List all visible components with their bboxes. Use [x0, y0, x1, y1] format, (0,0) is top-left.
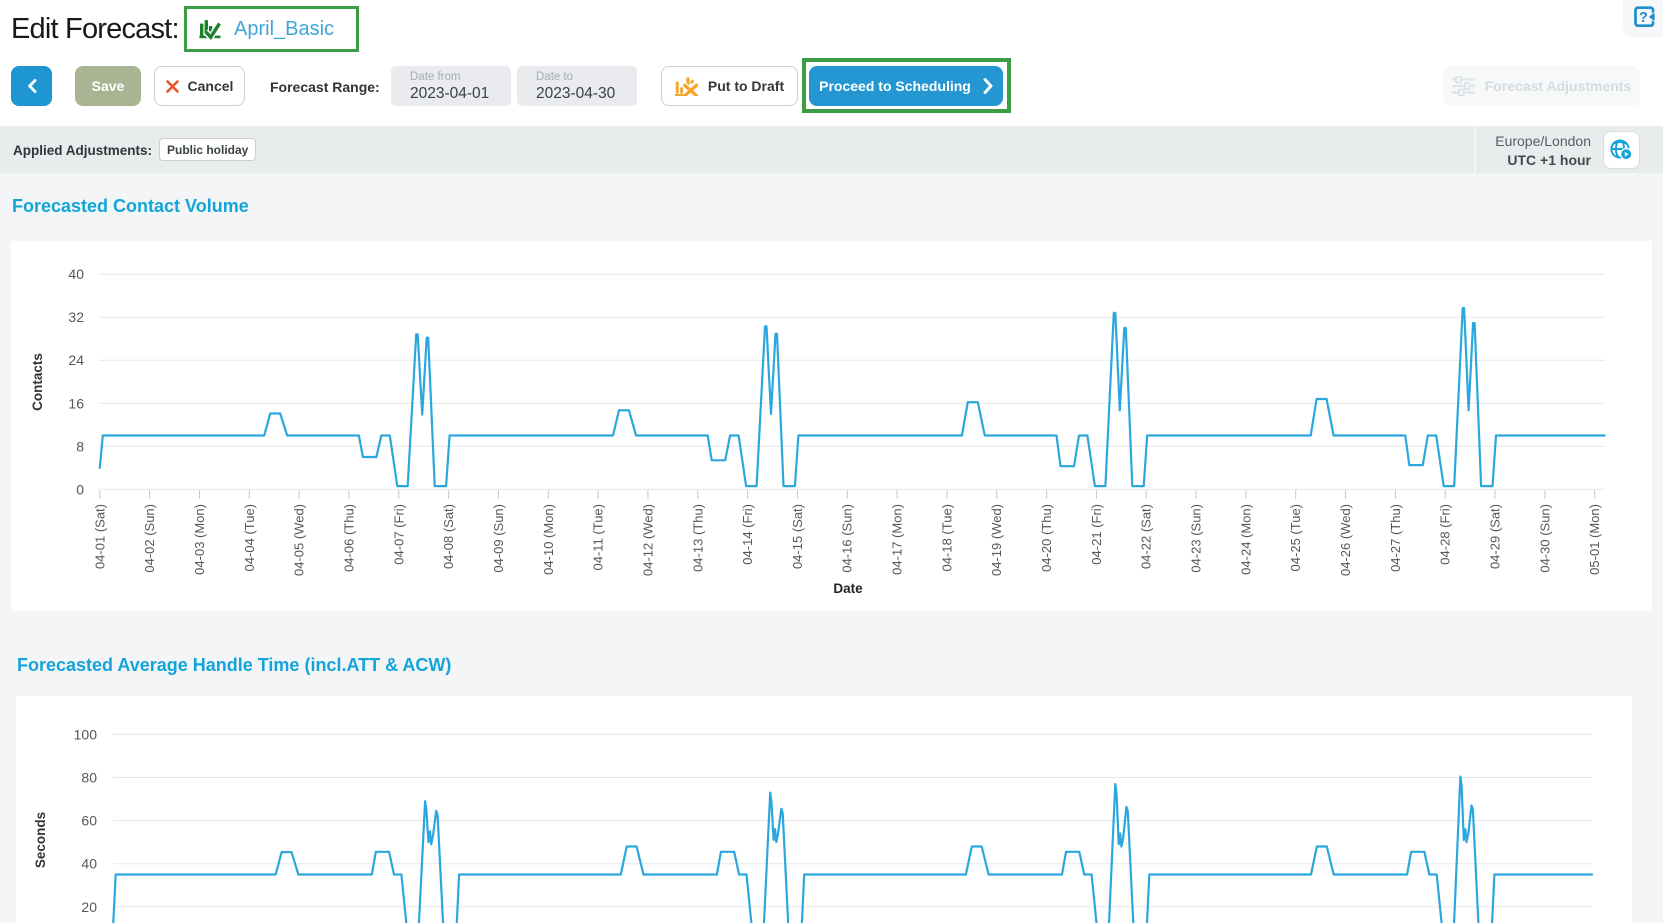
svg-text:Contacts: Contacts — [30, 353, 45, 411]
svg-text:04-06 (Thu): 04-06 (Thu) — [341, 504, 356, 572]
svg-text:04-14 (Fri): 04-14 (Fri) — [740, 504, 755, 565]
svg-text:24: 24 — [68, 352, 84, 368]
svg-text:04-11 (Tue): 04-11 (Tue) — [591, 504, 606, 570]
svg-text:40: 40 — [81, 856, 97, 872]
svg-text:04-08 (Sat): 04-08 (Sat) — [441, 504, 456, 569]
svg-text:80: 80 — [81, 770, 97, 786]
svg-text:04-26 (Wed): 04-26 (Wed) — [1338, 504, 1353, 576]
svg-text:04-09 (Sun): 04-09 (Sun) — [491, 504, 506, 573]
svg-text:04-24 (Mon): 04-24 (Mon) — [1238, 504, 1253, 575]
svg-text:16: 16 — [68, 395, 84, 411]
svg-text:?: ? — [1639, 10, 1648, 26]
svg-text:04-16 (Sun): 04-16 (Sun) — [840, 504, 855, 573]
svg-text:04-30 (Sun): 04-30 (Sun) — [1537, 504, 1552, 573]
svg-text:04-03 (Mon): 04-03 (Mon) — [192, 504, 207, 575]
svg-text:04-07 (Fri): 04-07 (Fri) — [391, 504, 406, 565]
svg-text:04-18 (Tue): 04-18 (Tue) — [939, 504, 954, 571]
svg-text:04-29 (Sat): 04-29 (Sat) — [1488, 504, 1503, 569]
svg-text:04-10 (Mon): 04-10 (Mon) — [541, 504, 556, 575]
svg-text:40: 40 — [68, 266, 84, 282]
svg-text:Date: Date — [833, 581, 863, 596]
svg-text:04-19 (Wed): 04-19 (Wed) — [989, 504, 1004, 576]
svg-text:04-13 (Thu): 04-13 (Thu) — [690, 504, 705, 572]
svg-text:100: 100 — [74, 726, 98, 742]
svg-text:04-20 (Thu): 04-20 (Thu) — [1039, 504, 1054, 572]
svg-text:04-27 (Thu): 04-27 (Thu) — [1388, 504, 1403, 572]
svg-text:0: 0 — [76, 481, 84, 497]
svg-text:04-04 (Tue): 04-04 (Tue) — [242, 504, 257, 571]
svg-text:04-25 (Tue): 04-25 (Tue) — [1288, 504, 1303, 571]
svg-text:8: 8 — [76, 438, 84, 454]
svg-text:60: 60 — [81, 813, 97, 829]
svg-text:32: 32 — [68, 309, 84, 325]
svg-text:20: 20 — [81, 899, 97, 915]
svg-text:04-01 (Sat): 04-01 (Sat) — [92, 504, 107, 569]
svg-text:05-01 (Mon): 05-01 (Mon) — [1587, 504, 1602, 575]
svg-text:04-12 (Wed): 04-12 (Wed) — [640, 504, 655, 576]
svg-text:04-02 (Sun): 04-02 (Sun) — [142, 504, 157, 573]
svg-text:04-28 (Fri): 04-28 (Fri) — [1438, 504, 1453, 565]
svg-text:04-23 (Sun): 04-23 (Sun) — [1189, 504, 1204, 573]
svg-text:04-22 (Sat): 04-22 (Sat) — [1139, 504, 1154, 569]
svg-text:04-17 (Mon): 04-17 (Mon) — [890, 504, 905, 575]
svg-text:Seconds: Seconds — [33, 812, 48, 868]
svg-text:04-21 (Fri): 04-21 (Fri) — [1089, 504, 1104, 565]
svg-text:04-15 (Sat): 04-15 (Sat) — [790, 504, 805, 569]
svg-text:04-05 (Wed): 04-05 (Wed) — [292, 504, 307, 576]
